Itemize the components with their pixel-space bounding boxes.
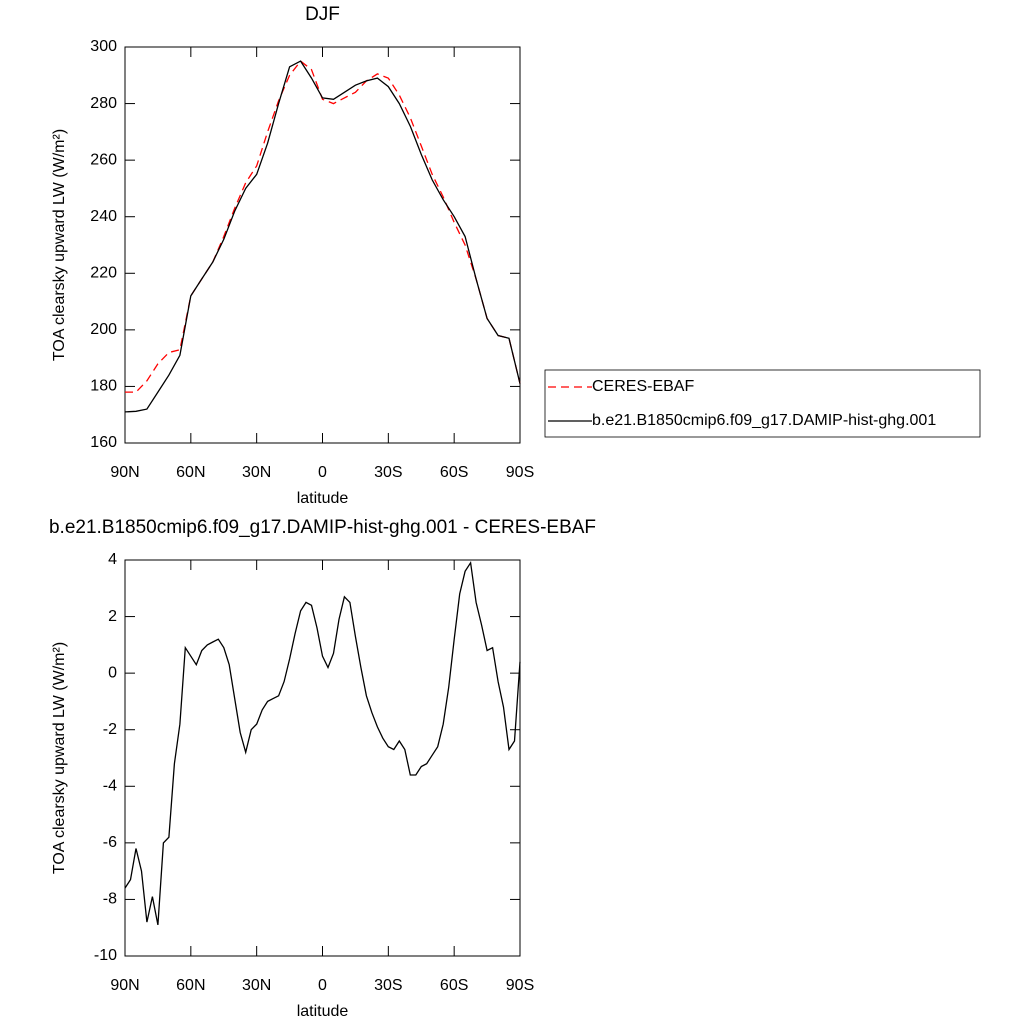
x-tick-label: 30N	[242, 464, 271, 481]
plot-frame	[124, 559, 521, 957]
plot-frame	[124, 46, 521, 444]
y-tick-label: -4	[103, 778, 117, 795]
x-tick-label: 90S	[506, 464, 534, 481]
y-tick-label: 240	[90, 208, 117, 225]
y-tick-label: 280	[90, 95, 117, 112]
y-tick-label: -2	[103, 721, 117, 738]
legend-box	[544, 369, 981, 438]
y-tick-label: 2	[108, 608, 117, 625]
y-tick-label: 300	[90, 38, 117, 55]
x-tick-label: 60S	[440, 464, 468, 481]
x-tick-label: 0	[318, 977, 327, 994]
x-axis-label: latitude	[297, 1003, 349, 1020]
x-tick-label: 90N	[110, 464, 139, 481]
y-tick-label: 220	[90, 265, 117, 282]
y-axis-label: TOA clearsky upward LW (W/m²)	[51, 129, 68, 361]
x-tick-label: 90N	[110, 977, 139, 994]
legend-label: b.e21.B1850cmip6.f09_g17.DAMIP-hist-ghg.…	[592, 412, 936, 429]
chart-title: b.e21.B1850cmip6.f09_g17.DAMIP-hist-ghg.…	[49, 517, 596, 538]
x-tick-label: 60S	[440, 977, 468, 994]
x-tick-label: 60N	[176, 464, 205, 481]
x-tick-label: 0	[318, 464, 327, 481]
y-axis-label: TOA clearsky upward LW (W/m²)	[51, 642, 68, 874]
data-line	[124, 60, 521, 413]
x-tick-label: 30N	[242, 977, 271, 994]
legend-label: CERES-EBAF	[592, 378, 694, 395]
x-axis-label: latitude	[297, 490, 349, 507]
y-tick-label: 200	[90, 321, 117, 338]
y-tick-label: -10	[94, 947, 117, 964]
y-tick-label: -6	[103, 834, 117, 851]
x-tick-label: 60N	[176, 977, 205, 994]
y-tick-label: -8	[103, 891, 117, 908]
data-line	[124, 560, 521, 926]
chart-title: DJF	[305, 4, 340, 25]
data-line	[125, 60, 521, 393]
x-tick-label: 30S	[374, 464, 402, 481]
y-tick-label: 260	[90, 151, 117, 168]
y-tick-label: 4	[108, 551, 117, 568]
x-tick-label: 90S	[506, 977, 534, 994]
y-tick-label: 180	[90, 378, 117, 395]
y-tick-label: 0	[108, 664, 117, 681]
y-tick-label: 160	[90, 434, 117, 451]
x-tick-label: 30S	[374, 977, 402, 994]
